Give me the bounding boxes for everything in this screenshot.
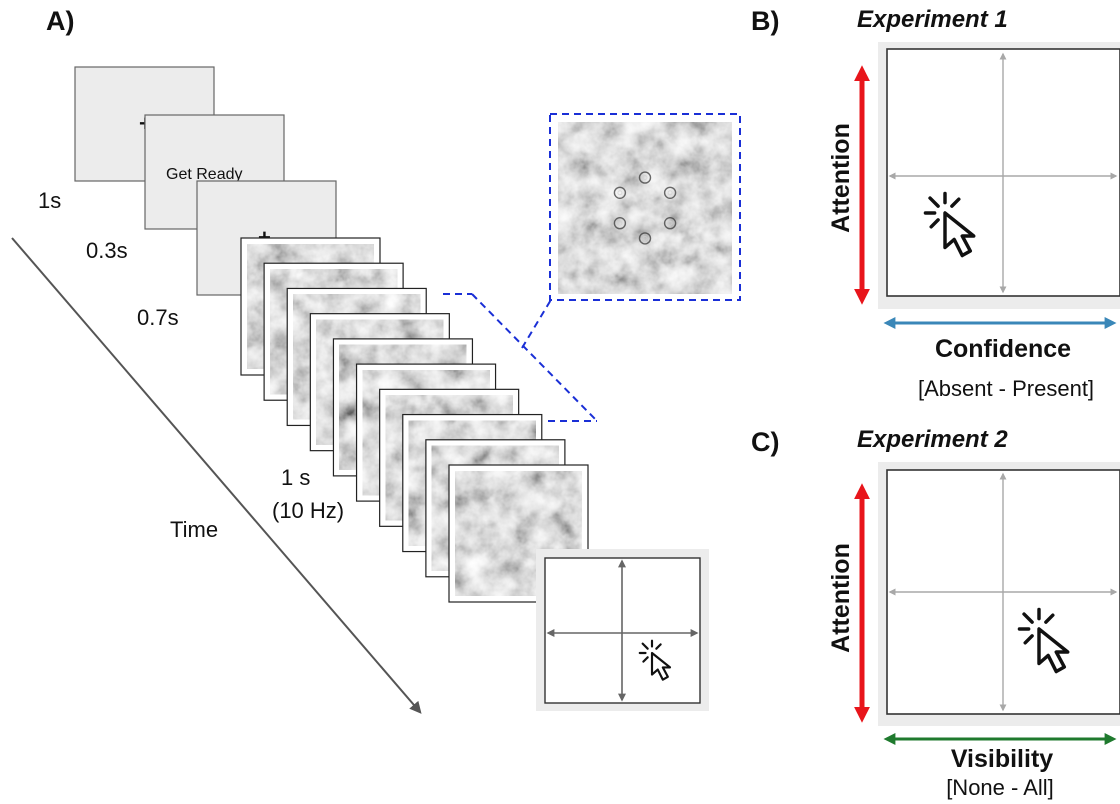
- target-ring: [613, 186, 627, 200]
- target-ring-center: [642, 175, 648, 181]
- target-ring-center: [642, 235, 648, 241]
- target-rings: [613, 171, 677, 245]
- exp2-visibility-label: Visibility: [951, 745, 1053, 773]
- exp2-visibility-range: [None - All]: [946, 775, 1054, 800]
- noise-frame-stack: [240, 237, 589, 603]
- exp1-attention-label: Attention: [827, 123, 855, 233]
- experiment-1-response-grid: [878, 42, 1120, 309]
- target-ring-center: [617, 220, 623, 226]
- target-ring: [613, 216, 627, 230]
- target-ring: [663, 216, 677, 230]
- get-ready-duration-label: 0.3s: [86, 238, 128, 263]
- experiment-1-title: Experiment 1: [857, 6, 1008, 33]
- target-ring-center: [667, 220, 673, 226]
- exp1-confidence-range: [Absent - Present]: [918, 376, 1094, 401]
- target-ring: [638, 171, 652, 184]
- pre-stimulus-duration-label: 0.7s: [137, 305, 179, 330]
- time-arrow: [11, 237, 422, 714]
- experiment-2-title: Experiment 2: [857, 426, 1008, 453]
- fixation-duration-label: 1s: [38, 188, 61, 213]
- time-axis-label: Time: [170, 517, 218, 542]
- panel-b-label: B): [751, 6, 780, 36]
- response-screen: [536, 549, 709, 711]
- panel-a-label: A): [46, 6, 75, 36]
- target-ring: [638, 232, 652, 245]
- experiment-2-response-grid: [878, 462, 1120, 726]
- zoom-callout-diagonal-upper: [521, 297, 553, 349]
- stimulus-duration-label: 1 s: [281, 465, 310, 490]
- get-ready-text: Get Ready: [166, 166, 242, 183]
- exp2-attention-label: Attention: [827, 543, 855, 653]
- target-ring: [663, 186, 677, 200]
- target-ring-center: [617, 190, 623, 196]
- exp1-confidence-label: Confidence: [935, 335, 1071, 363]
- target-ring-center: [667, 190, 673, 196]
- panel-c-label: C): [751, 427, 780, 457]
- zoom-callout-diagonal-lower: [471, 293, 598, 422]
- zoom-callout: [443, 113, 741, 422]
- zoom-inset-noise: [558, 122, 732, 294]
- stimulus-rate-label: (10 Hz): [272, 498, 344, 523]
